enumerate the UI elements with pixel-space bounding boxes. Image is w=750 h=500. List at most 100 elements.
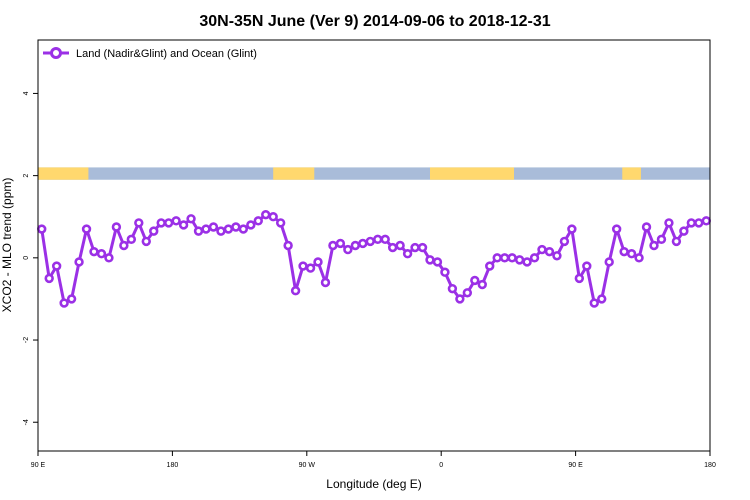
data-point — [44, 273, 54, 284]
data-point — [477, 279, 487, 290]
data-point — [74, 257, 84, 267]
data-point — [66, 294, 77, 304]
data-point — [537, 244, 547, 255]
data-point — [634, 253, 644, 263]
data-point — [201, 224, 211, 234]
data-point — [611, 224, 622, 234]
data-point — [522, 257, 532, 267]
land-band-segment — [430, 167, 514, 180]
data-point — [268, 212, 278, 222]
data-point — [455, 294, 465, 304]
data-point — [574, 273, 585, 284]
data-point — [485, 261, 495, 271]
legend: Land (Nadir&Glint) and Ocean (Glint) — [43, 47, 257, 60]
data-point — [380, 234, 390, 245]
data-point — [410, 242, 420, 253]
x-tick-label: 180 — [167, 462, 179, 469]
land-band-segment — [622, 167, 641, 180]
data-point — [395, 240, 405, 251]
data-point — [163, 218, 174, 228]
ocean-band — [38, 167, 710, 180]
data-point — [597, 294, 607, 304]
data-point — [514, 255, 525, 265]
data-point — [119, 240, 129, 251]
data-point — [358, 238, 368, 249]
data-point — [582, 261, 592, 271]
data-point — [186, 214, 196, 224]
data-point — [701, 216, 711, 226]
data-point — [126, 234, 137, 245]
legend-label: Land (Nadir&Glint) and Ocean (Glint) — [76, 48, 257, 60]
data-point — [619, 246, 629, 257]
data-point — [335, 238, 346, 249]
data-point — [96, 249, 107, 259]
x-tick-label: 90 E — [568, 462, 583, 469]
data-point — [604, 257, 614, 267]
data-point — [156, 218, 166, 228]
data-point — [365, 236, 375, 247]
x-tick-label: 180 — [704, 462, 716, 469]
data-point — [231, 222, 241, 232]
data-point — [664, 218, 674, 228]
data-point — [507, 253, 517, 263]
data-point — [193, 226, 204, 236]
data-point — [283, 240, 293, 251]
data-point — [134, 218, 144, 228]
data-point — [567, 224, 577, 234]
y-tick-label: -4 — [23, 419, 30, 425]
data-point — [111, 222, 122, 232]
y-tick-label: -2 — [23, 337, 30, 343]
data-point — [246, 220, 256, 230]
x-tick-label: 0 — [439, 462, 443, 469]
data-point — [499, 253, 510, 263]
y-tick-label: 0 — [23, 256, 30, 260]
data-point — [343, 244, 353, 255]
data-point — [559, 236, 570, 247]
data-point — [492, 253, 502, 263]
y-axis: -4 -2 0 2 4 — [23, 91, 38, 425]
land-band-segment — [273, 167, 315, 180]
data-point — [529, 253, 540, 263]
data-point — [694, 218, 704, 228]
data-point — [656, 234, 667, 245]
data-point — [81, 224, 92, 234]
data-point — [59, 298, 69, 308]
x-axis: 90 E 180 90 W 0 90 E 180 — [31, 451, 716, 469]
data-point — [432, 257, 443, 267]
data-point — [37, 224, 47, 234]
x-tick-label: 90 E — [31, 462, 46, 469]
data-point — [402, 249, 413, 259]
data-point — [89, 246, 99, 257]
legend-marker-swatch — [50, 47, 62, 59]
data-point — [462, 288, 473, 298]
data-point — [328, 240, 338, 251]
data-point — [649, 240, 659, 251]
data-point — [171, 216, 181, 226]
data-point — [216, 226, 226, 236]
data-point — [589, 298, 599, 308]
data-point — [305, 263, 316, 273]
land-band-segment — [38, 167, 89, 180]
data-point — [641, 222, 652, 232]
data-point — [679, 226, 689, 236]
data-point — [552, 251, 562, 261]
data-point — [425, 255, 435, 265]
data-point — [440, 267, 450, 277]
data-point — [238, 224, 249, 234]
data-point — [626, 249, 637, 259]
data-point — [470, 275, 480, 286]
data-point — [320, 277, 331, 288]
data-point — [544, 246, 555, 257]
data-point — [290, 286, 301, 296]
data-point — [387, 242, 398, 253]
y-tick-label: 4 — [23, 91, 30, 95]
data-point — [141, 236, 151, 247]
data-point — [208, 222, 219, 232]
data-point — [275, 218, 286, 228]
data-point — [447, 283, 458, 294]
data-point — [313, 257, 323, 267]
data-point — [298, 261, 308, 271]
data-point — [373, 234, 383, 245]
